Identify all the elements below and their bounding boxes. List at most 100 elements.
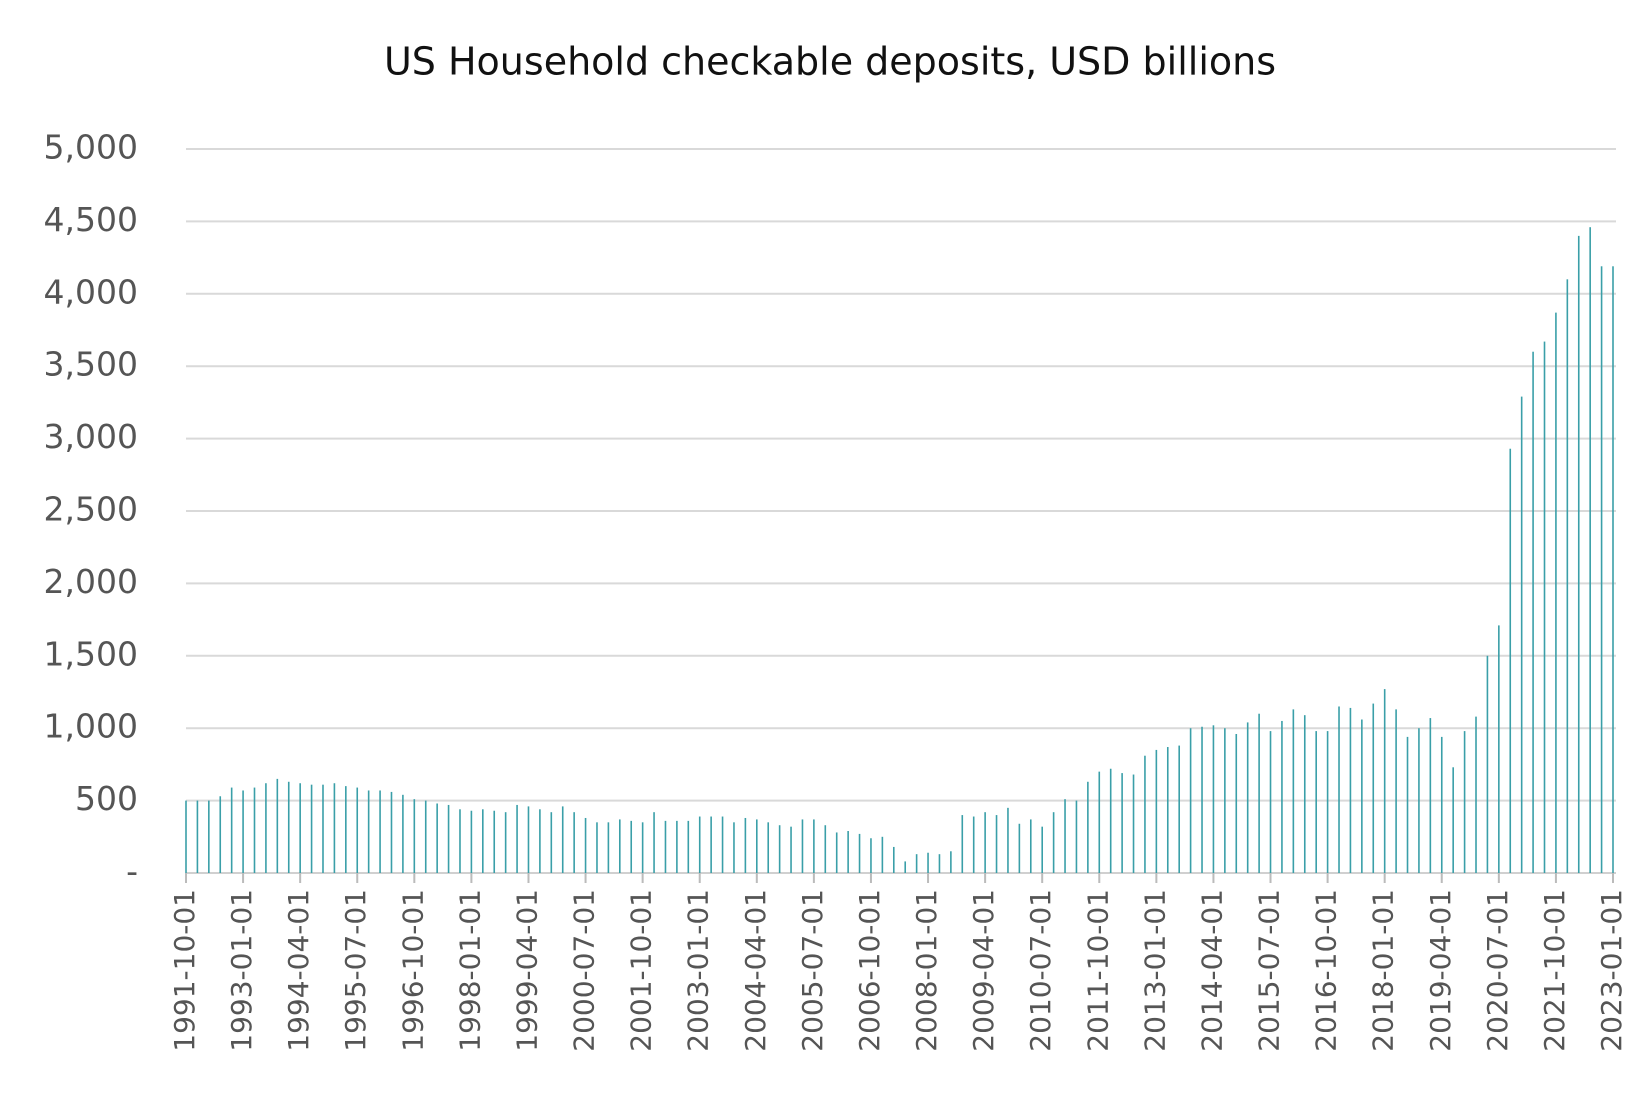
bar <box>938 854 941 873</box>
bar <box>584 817 587 873</box>
y-tick-label: 500 <box>75 779 138 818</box>
bar <box>1189 728 1192 873</box>
x-tick-label: 2023-01-01 <box>1595 889 1628 1052</box>
y-tick-label: 2,000 <box>44 562 138 601</box>
bar <box>619 819 621 873</box>
bar <box>596 822 598 873</box>
bar <box>1532 351 1534 874</box>
bar <box>333 783 336 873</box>
bar <box>1395 709 1397 873</box>
bar <box>459 809 461 873</box>
bar <box>1109 768 1112 873</box>
bar <box>561 806 564 873</box>
bar <box>230 787 233 873</box>
x-tick-label: 2016-10-01 <box>1310 889 1343 1052</box>
bar <box>276 778 279 873</box>
bar <box>516 804 518 873</box>
x-tick-label: 1999-04-01 <box>510 889 543 1052</box>
bar <box>253 787 256 873</box>
bar <box>196 800 199 873</box>
x-tick-label: 1996-10-01 <box>396 889 429 1052</box>
bar <box>1041 826 1043 873</box>
bar <box>1303 715 1306 873</box>
bar <box>1201 726 1203 873</box>
bar <box>744 817 747 873</box>
bar <box>345 786 347 873</box>
bar <box>676 820 678 873</box>
x-tick-label: 2018-01-01 <box>1367 889 1400 1052</box>
bar <box>539 809 541 873</box>
bar <box>995 815 998 873</box>
bar <box>299 783 301 873</box>
bar <box>1052 812 1055 873</box>
x-tick-label: 2015-07-01 <box>1253 889 1286 1052</box>
y-tick-label: 4,500 <box>44 200 138 239</box>
bar <box>1018 823 1021 873</box>
bar <box>790 826 792 873</box>
bar <box>710 816 712 873</box>
bar <box>1144 755 1146 873</box>
bar <box>1155 749 1158 873</box>
x-tick-label: 2013-01-01 <box>1138 889 1171 1052</box>
bar <box>835 832 838 873</box>
x-tick-label: 2011-10-01 <box>1081 889 1114 1052</box>
bar <box>1029 819 1032 873</box>
bar <box>1269 731 1272 873</box>
bar <box>1555 312 1557 873</box>
bar <box>733 822 735 873</box>
bar <box>1166 747 1169 873</box>
bar <box>550 812 553 873</box>
x-tick-label: 2010-07-01 <box>1024 889 1057 1052</box>
bar <box>630 820 633 873</box>
bar <box>1543 341 1546 874</box>
bar <box>1589 227 1591 873</box>
chart-title: US Household checkable deposits, USD bil… <box>384 40 1276 84</box>
bar <box>1566 279 1569 873</box>
y-tick-label: 2,500 <box>44 490 138 529</box>
bar <box>641 822 644 873</box>
y-tick-label: 1,000 <box>44 707 138 746</box>
bar <box>847 831 849 873</box>
bar <box>778 825 781 873</box>
bar <box>1361 719 1363 873</box>
bar <box>482 809 484 873</box>
bar <box>527 806 530 873</box>
y-tick-label: 5,000 <box>44 128 138 167</box>
bar <box>356 787 359 873</box>
bar <box>1498 625 1500 873</box>
bar <box>915 854 918 873</box>
bar <box>1509 448 1512 873</box>
x-tick-label: 2003-01-01 <box>682 889 715 1052</box>
bar <box>1429 718 1432 873</box>
bar <box>367 790 370 873</box>
x-tick-label: 2006-10-01 <box>853 889 886 1052</box>
x-tick-label: 1993-01-01 <box>225 889 258 1052</box>
x-tick-label: 2008-01-01 <box>910 889 943 1052</box>
x-tick-label: 2000-07-01 <box>568 889 601 1052</box>
bar <box>1475 716 1477 873</box>
bar <box>436 803 438 873</box>
bar <box>185 800 187 873</box>
x-tick-label: 1998-01-01 <box>453 889 486 1052</box>
bar <box>824 825 827 873</box>
y-tick-label: 1,500 <box>44 634 138 673</box>
x-tick-label: 2004-04-01 <box>739 889 772 1052</box>
bar <box>858 833 861 873</box>
bar <box>972 816 975 873</box>
bar <box>1212 725 1215 873</box>
bar <box>1418 728 1420 873</box>
bar <box>1406 736 1409 873</box>
bar <box>1600 266 1603 874</box>
x-tick-label: 2001-10-01 <box>625 889 658 1052</box>
bar <box>904 861 907 873</box>
bar <box>493 810 496 873</box>
bar <box>881 836 884 873</box>
x-tick-label: 2021-10-01 <box>1538 889 1571 1052</box>
bar <box>1383 689 1386 873</box>
bar <box>1132 774 1135 873</box>
y-tick-label: - <box>126 852 138 891</box>
bar <box>447 804 450 873</box>
bar <box>1121 773 1123 873</box>
bar <box>1292 709 1295 873</box>
